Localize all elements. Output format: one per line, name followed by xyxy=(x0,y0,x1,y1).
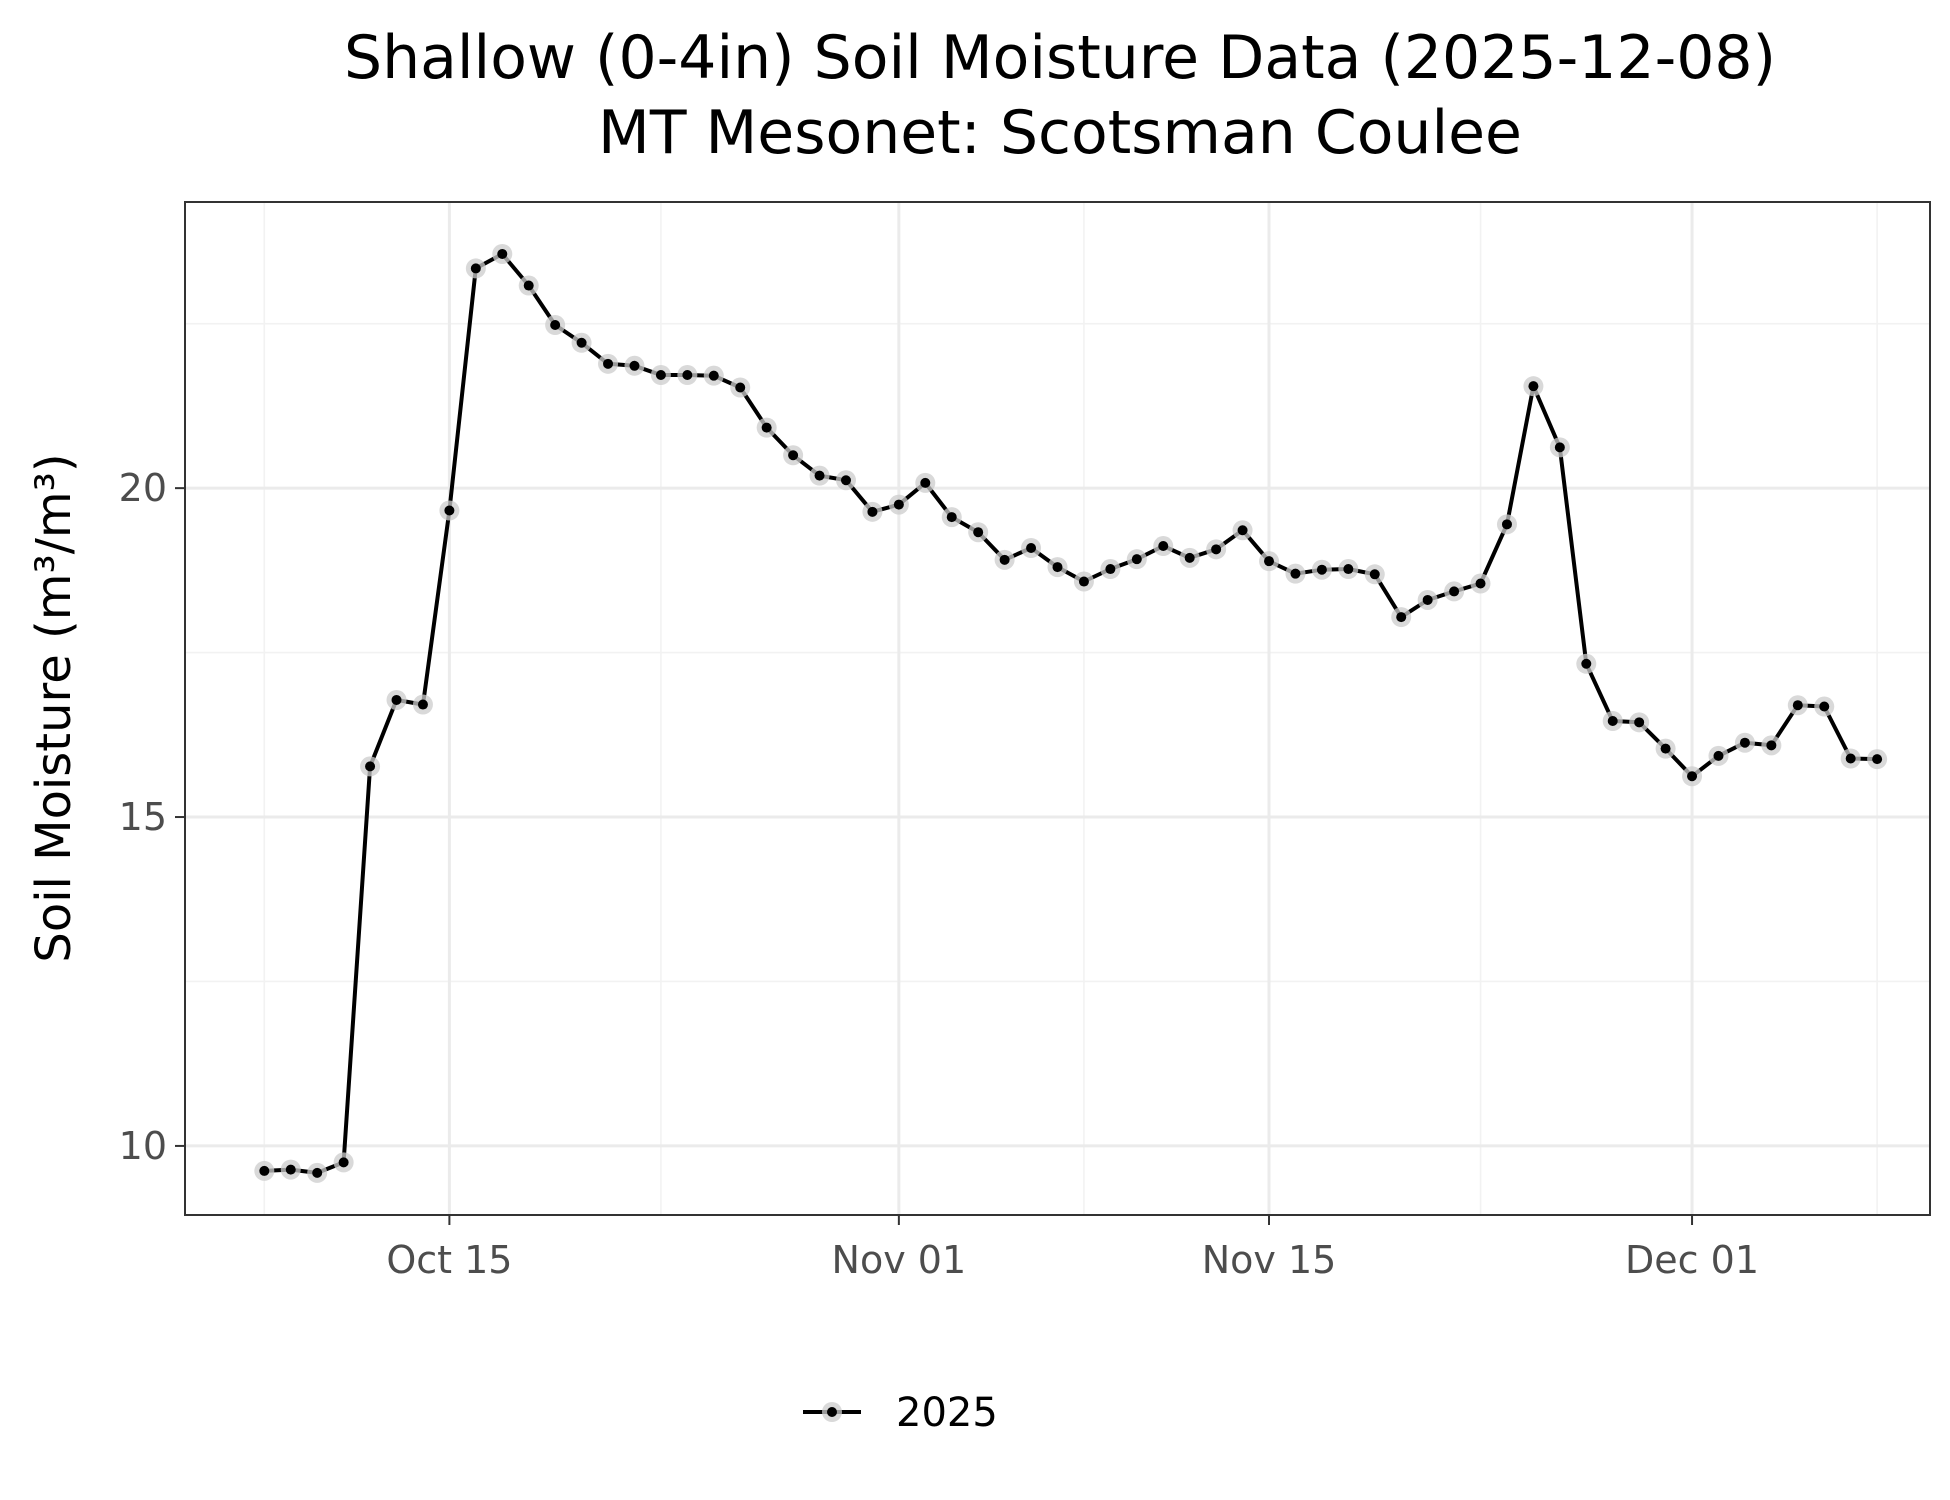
data-point xyxy=(973,527,984,538)
data-point xyxy=(1581,658,1592,669)
data-point xyxy=(1528,381,1539,392)
x-tick-label: Nov 01 xyxy=(832,1238,967,1282)
data-point xyxy=(946,512,957,523)
legend-key-point xyxy=(827,1407,837,1417)
data-point xyxy=(1158,541,1169,552)
data-point xyxy=(999,554,1010,565)
data-point xyxy=(867,506,878,517)
x-tick-label: Dec 01 xyxy=(1625,1238,1759,1282)
data-point xyxy=(1052,562,1063,573)
data-point xyxy=(338,1157,349,1168)
plot-panel-border xyxy=(184,201,1931,1216)
data-point xyxy=(1660,743,1671,754)
data-point xyxy=(1131,554,1142,565)
series-2025-points xyxy=(254,243,1888,1183)
data-point xyxy=(391,694,402,705)
data-point xyxy=(550,320,561,331)
data-point xyxy=(1396,612,1407,623)
data-point xyxy=(1819,701,1830,712)
data-point xyxy=(1554,442,1565,453)
data-point xyxy=(682,369,693,380)
y-tick-label: 20 xyxy=(119,466,167,510)
data-point xyxy=(920,477,931,488)
legend: 2025 xyxy=(803,1390,998,1436)
data-point xyxy=(1369,569,1380,580)
data-point xyxy=(1211,544,1222,555)
data-point xyxy=(312,1167,323,1178)
data-point xyxy=(1766,740,1777,751)
data-point xyxy=(470,263,481,274)
y-tick-label: 10 xyxy=(119,1124,167,1168)
axes: Oct 15 Nov 01 Nov 15 Dec 01 10 15 20 xyxy=(119,466,1759,1282)
data-point xyxy=(1475,578,1486,589)
data-point xyxy=(285,1164,296,1175)
data-point xyxy=(1792,700,1803,711)
data-point xyxy=(840,475,851,486)
data-point xyxy=(708,370,719,381)
data-point xyxy=(1449,586,1460,597)
y-tick-label: 15 xyxy=(119,795,167,839)
data-point xyxy=(1316,564,1327,575)
data-point xyxy=(735,382,746,393)
data-point xyxy=(1105,564,1116,575)
data-point xyxy=(1184,552,1195,563)
data-point xyxy=(1264,556,1275,567)
y-axis-title: Soil Moisture (m³/m³) xyxy=(26,453,82,962)
data-point xyxy=(417,699,428,710)
data-point xyxy=(788,450,799,461)
gridlines xyxy=(185,202,1930,1215)
data-point xyxy=(1422,594,1433,605)
data-point xyxy=(1078,576,1089,587)
data-point xyxy=(1634,717,1645,728)
data-point xyxy=(1501,519,1512,530)
data-point xyxy=(655,369,666,380)
data-point xyxy=(259,1165,270,1176)
data-point xyxy=(1290,568,1301,579)
data-point xyxy=(365,761,376,772)
chart-title: Shallow (0-4in) Soil Moisture Data (2025… xyxy=(344,23,1776,93)
data-point xyxy=(1739,737,1750,748)
x-tick-label: Oct 15 xyxy=(386,1238,512,1282)
data-point xyxy=(576,337,587,348)
legend-label-2025: 2025 xyxy=(896,1390,998,1436)
data-point xyxy=(814,470,825,481)
data-point xyxy=(444,505,455,516)
data-point xyxy=(603,358,614,369)
data-point xyxy=(1237,525,1248,536)
data-point xyxy=(1845,753,1856,764)
data-point xyxy=(1607,715,1618,726)
data-point xyxy=(893,499,904,510)
data-point xyxy=(1343,564,1354,575)
data-point xyxy=(629,360,640,371)
x-tick-label: Nov 15 xyxy=(1202,1238,1337,1282)
data-point xyxy=(1872,754,1883,765)
chart-subtitle: MT Mesonet: Scotsman Coulee xyxy=(598,98,1522,168)
data-point xyxy=(1713,750,1724,761)
data-point xyxy=(1026,542,1037,553)
data-point xyxy=(761,422,772,433)
data-point xyxy=(1687,771,1698,782)
data-point xyxy=(523,280,534,291)
data-point xyxy=(497,248,508,259)
